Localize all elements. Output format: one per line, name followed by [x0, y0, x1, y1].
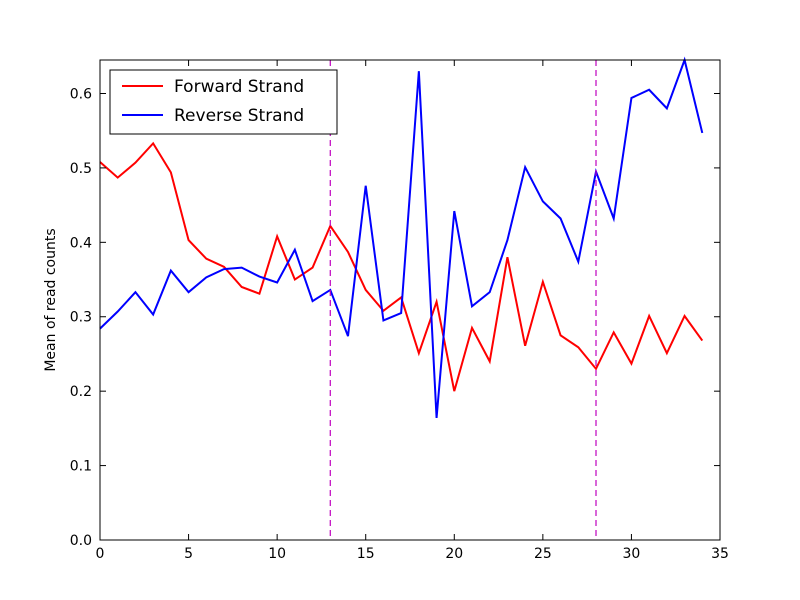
y-axis-label: Mean of read counts — [43, 228, 59, 371]
x-tick-label: 30 — [623, 546, 641, 562]
x-tick-label: 15 — [357, 546, 375, 562]
y-tick-label: 0.1 — [70, 459, 92, 475]
series-line-forward-strand — [99, 141, 704, 392]
x-tick-label: 0 — [96, 546, 105, 562]
y-tick-label: 0.4 — [70, 235, 92, 251]
y-tick-label: 0.3 — [70, 310, 92, 326]
plot-area: 0 5 10 15 20 25 30 35 0.0 0.1 0.2 0.3 0.4 0.5 0.6 — [70, 56, 729, 562]
series-line-reverse-strand — [99, 56, 704, 419]
legend-box — [109, 69, 338, 135]
legend-label-reverse-strand: Reverse Strand — [174, 106, 304, 126]
y-tick-label: 0.5 — [70, 161, 92, 177]
x-tick-label: 5 — [184, 546, 193, 562]
legend: Forward Strand Reverse Strand — [109, 69, 338, 135]
x-tick-label: 10 — [268, 546, 286, 562]
x-tick-label: 25 — [534, 546, 552, 562]
x-tick-label: 35 — [711, 546, 729, 562]
y-tick-label: 0.2 — [70, 384, 92, 400]
axes-frame — [99, 59, 721, 541]
y-tick-label: 0.6 — [70, 86, 92, 102]
x-tick-label: 20 — [445, 546, 463, 562]
y-tick-label: 0.0 — [70, 533, 92, 549]
legend-label-forward-strand: Forward Strand — [174, 77, 304, 97]
